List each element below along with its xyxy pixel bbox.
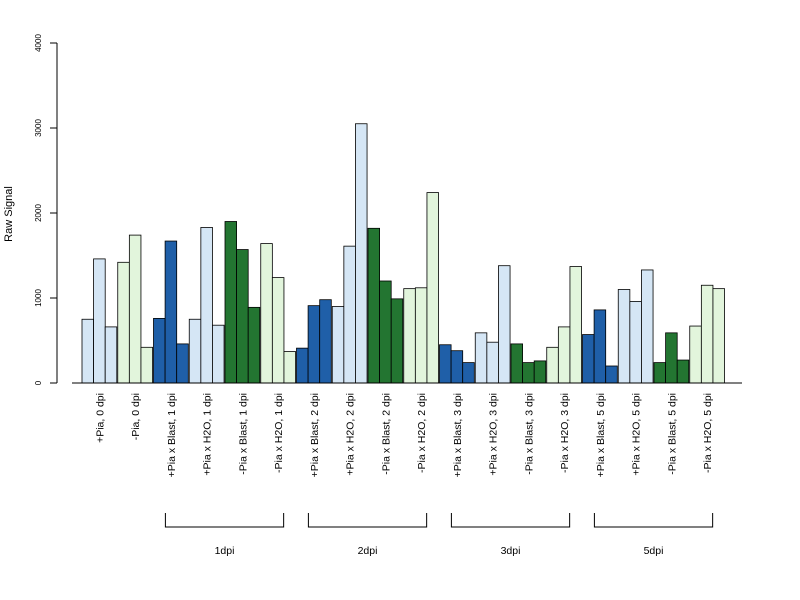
bar (307, 305, 321, 384)
bar (522, 362, 535, 384)
bar (81, 318, 95, 384)
bar (117, 261, 130, 384)
category-label: -Pia x H2O, 2 dpi (416, 393, 428, 473)
bar (200, 227, 213, 384)
group-bracket (450, 513, 571, 528)
bar (569, 266, 582, 384)
bar (355, 123, 368, 384)
category-label: -Pia x Blast, 5 dpi (666, 393, 678, 475)
group-label: 5dpi (644, 545, 664, 557)
category-label: +Pia x H2O, 3 dpi (488, 393, 500, 476)
category-label: -Pia x Blast, 3 dpi (523, 393, 535, 475)
category-label: +Pia x Blast, 5 dpi (595, 393, 607, 477)
bar (689, 325, 702, 384)
bar (164, 240, 178, 384)
group-brackets: 1dpi 2dpi 3dpi 5dpi (164, 513, 714, 557)
bar (557, 326, 571, 384)
bars-layer (81, 123, 725, 384)
bar (153, 317, 166, 384)
category-label: -Pia, 0 dpi (130, 393, 142, 440)
group-bracket (307, 513, 428, 528)
y-tick-label: 4000 (34, 34, 43, 52)
bar (641, 269, 654, 384)
bar (426, 192, 439, 384)
category-labels: +Pia, 0 dpi -Pia, 0 dpi +Pia x Blast, 1 dp… (94, 393, 714, 477)
bar (271, 277, 285, 384)
bar (474, 332, 488, 384)
bar (617, 289, 631, 384)
group-bracket (593, 513, 714, 528)
bar (140, 346, 153, 384)
category-label: +Pia x Blast, 2 dpi (309, 393, 321, 477)
bar (379, 280, 392, 384)
bar (462, 362, 475, 384)
bar (260, 243, 273, 384)
bar (712, 288, 725, 384)
group-label: 1dpi (215, 545, 235, 557)
y-tick-label: 3000 (34, 119, 43, 137)
bar (605, 365, 618, 384)
category-label: +Pia, 0 dpi (94, 393, 106, 443)
category-label: -Pia x Blast, 2 dpi (380, 393, 392, 475)
bar (676, 359, 690, 384)
bar (486, 341, 499, 384)
bar (236, 249, 249, 384)
category-label: +Pia x Blast, 3 dpi (452, 393, 464, 477)
category-label: +Pia x H2O, 5 dpi (631, 393, 643, 476)
bar (403, 288, 416, 384)
bar (390, 298, 404, 384)
bar (450, 350, 464, 384)
y-axis: 0 1000 2000 3000 4000 (34, 34, 58, 385)
y-tick-label: 0 (34, 380, 43, 385)
bar (510, 343, 524, 384)
bar (498, 265, 511, 384)
category-label: +Pia x Blast, 1 dpi (166, 393, 178, 477)
bar (367, 227, 381, 384)
bar (331, 306, 345, 384)
bar (653, 362, 667, 384)
y-tick-label: 2000 (34, 204, 43, 222)
bar (582, 334, 595, 384)
category-label: -Pia x H2O, 3 dpi (559, 393, 571, 473)
category-label: +Pia x H2O, 1 dpi (202, 393, 214, 476)
category-label: -Pia x H2O, 5 dpi (702, 393, 714, 473)
bar (319, 299, 332, 384)
bar (212, 324, 225, 384)
bar (593, 309, 607, 384)
group-bracket (164, 513, 285, 528)
bar (176, 343, 189, 384)
bar (283, 351, 296, 384)
bar (700, 284, 714, 384)
y-axis-label: Raw Signal (3, 186, 15, 242)
group-label: 2dpi (358, 545, 378, 557)
bar (128, 234, 142, 384)
bar (665, 332, 678, 384)
bar (247, 306, 261, 384)
category-label: -Pia x Blast, 1 dpi (237, 393, 249, 475)
bar (296, 347, 309, 384)
group-label: 3dpi (501, 545, 521, 557)
y-tick-label: 1000 (34, 289, 43, 307)
bar (546, 346, 559, 384)
bar (533, 360, 547, 384)
bar (414, 287, 428, 384)
bar (343, 245, 356, 384)
bar (439, 344, 452, 384)
bar (224, 221, 238, 384)
bar (93, 258, 106, 384)
category-label: +Pia x H2O, 2 dpi (345, 393, 357, 476)
bar (629, 300, 642, 384)
bar (188, 318, 202, 384)
bar (104, 326, 118, 384)
category-label: -Pia x H2O, 1 dpi (273, 393, 285, 473)
